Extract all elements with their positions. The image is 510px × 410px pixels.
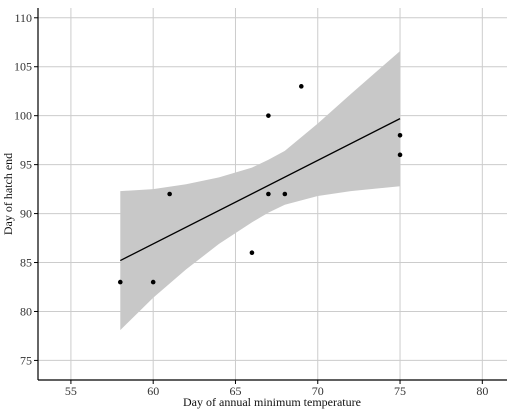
x-tick-label: 70: [312, 384, 324, 398]
data-point: [249, 250, 255, 256]
y-tick-label: 100: [14, 109, 32, 123]
y-tick-label: 95: [20, 158, 32, 172]
data-point: [397, 132, 403, 138]
y-axis-title: Day of hatch end: [1, 153, 15, 235]
data-point: [298, 84, 304, 89]
y-tick-label: 75: [20, 353, 32, 367]
x-tick-label: 60: [147, 384, 159, 398]
y-tick-labels: 75 80 85 90 95 100 105 110: [14, 11, 38, 367]
y-tick-label: 80: [20, 304, 32, 318]
x-tick-label: 65: [229, 384, 241, 398]
data-point: [150, 279, 156, 285]
x-tick-label: 80: [476, 384, 488, 398]
data-point: [266, 191, 271, 197]
data-point: [117, 279, 123, 285]
x-tick-labels: 55 60 65 70 75 80: [65, 380, 488, 398]
x-tick-label: 75: [394, 384, 406, 398]
y-tick-label: 110: [14, 11, 32, 25]
regression-line: [119, 118, 401, 262]
y-tick-label: 105: [14, 60, 32, 74]
y-tick-label: 90: [20, 207, 32, 221]
data-point: [167, 191, 172, 197]
data-point: [282, 191, 288, 197]
x-tick-label: 55: [65, 384, 77, 398]
confidence-band: [120, 51, 401, 331]
x-axis-title: Day of annual minimum temperature: [183, 395, 361, 409]
data-points: [117, 84, 403, 285]
data-point: [266, 113, 271, 118]
y-tick-label: 85: [20, 256, 32, 270]
data-point: [397, 152, 403, 158]
